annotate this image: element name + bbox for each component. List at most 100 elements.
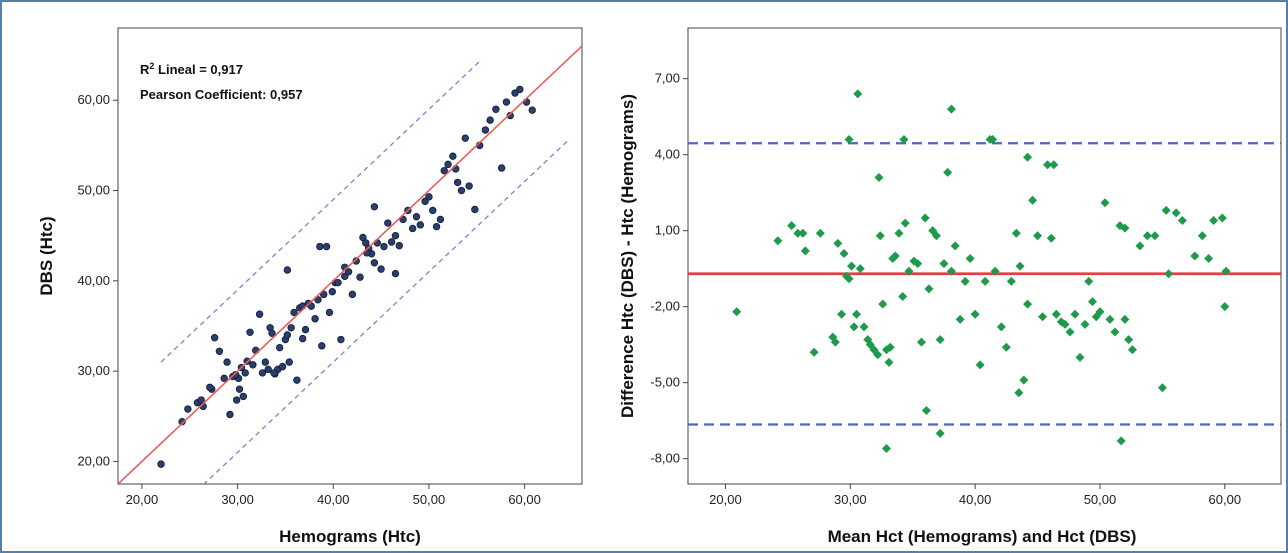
bland-altman-data-point — [1015, 261, 1025, 271]
bland-altman-data-point — [1033, 231, 1043, 241]
bland-altman-data-point — [1038, 312, 1048, 322]
bland-altman-data-point — [830, 337, 840, 347]
regression-data-point — [471, 205, 479, 214]
bland-altman-data-point — [939, 259, 949, 269]
regression-data-point — [395, 241, 403, 250]
regression-y-axis-title: DBS (Htc) — [37, 216, 56, 295]
bland-altman-data-point — [1100, 198, 1110, 208]
regression-data-point — [157, 460, 165, 468]
bland-altman-data-point — [950, 241, 960, 251]
bland-altman-y-tick-label: 1,00 — [655, 223, 680, 238]
regression-data-point — [178, 417, 186, 426]
bland-altman-x-tick-label: 60,00 — [1209, 492, 1242, 507]
regression-points — [157, 85, 536, 468]
regression-data-point — [334, 278, 342, 287]
regression-data-point — [255, 310, 264, 318]
bland-altman-data-point — [1209, 216, 1219, 226]
bland-altman-data-point — [878, 299, 888, 309]
bland-altman-data-point — [837, 309, 847, 319]
bland-altman-data-point — [815, 228, 825, 238]
regression-data-point — [184, 405, 192, 413]
bland-altman-data-point — [946, 266, 956, 276]
regression-data-point — [444, 160, 452, 169]
regression-x-tick-label: 60,00 — [508, 492, 541, 507]
bland-altman-data-point — [960, 276, 970, 286]
bland-altman-data-point — [1217, 213, 1227, 223]
bland-altman-x-tick-label: 20,00 — [709, 492, 742, 507]
r2-annotation: R2 Lineal = 0,917 — [140, 61, 243, 77]
regression-data-point — [322, 242, 331, 251]
bland-altman-data-point — [943, 167, 953, 177]
regression-data-point — [528, 106, 536, 114]
bland-altman-data-point — [946, 104, 956, 114]
bland-altman-data-point — [898, 292, 908, 302]
bland-altman-x-tick-label: 50,00 — [1084, 492, 1117, 507]
regression-data-point — [356, 273, 364, 281]
bland-altman-data-point — [1161, 205, 1171, 215]
regression-data-point — [220, 374, 228, 383]
bland-altman-data-point — [900, 218, 910, 228]
bland-altman-data-point — [1105, 314, 1115, 324]
bland-altman-data-point — [904, 266, 914, 276]
regression-data-point — [298, 334, 307, 343]
bland-altman-data-point — [1023, 299, 1033, 309]
bland-altman-data-point — [1028, 195, 1038, 205]
bland-altman-data-point — [913, 259, 923, 269]
bland-altman-data-point — [1124, 335, 1134, 345]
bland-altman-data-point — [1127, 345, 1137, 355]
bland-altman-data-point — [839, 248, 849, 258]
regression-data-point — [270, 369, 278, 377]
bland-altman-data-point — [849, 322, 859, 332]
regression-lines — [118, 45, 582, 484]
regression-data-point — [416, 221, 425, 229]
regression-data-point — [436, 215, 445, 224]
regression-data-point — [449, 152, 457, 160]
bland-altman-data-point — [853, 89, 863, 99]
bland-altman-data-point — [1157, 383, 1167, 393]
bland-altman-data-point — [1120, 314, 1130, 324]
regression-data-point — [314, 296, 322, 304]
regression-data-point — [461, 134, 469, 142]
bland-altman-y-axis-title: Difference Htc (DBS) - Htc (Hemograms) — [618, 94, 637, 418]
regression-data-point — [440, 166, 448, 175]
regression-data-point — [239, 392, 248, 401]
regression-data-point — [226, 410, 234, 419]
regression-data-point — [206, 383, 214, 392]
regression-data-point — [337, 335, 345, 344]
regression-data-point — [457, 186, 466, 195]
regression-data-point — [325, 308, 334, 317]
regression-data-point — [249, 361, 257, 369]
bland-altman-data-point — [1204, 254, 1214, 264]
bland-altman-data-point — [793, 228, 803, 238]
bland-altman-axes: 20,00 30,00 40,00 50,00 60,00 7,00 4,00 1,00 -2,… — [650, 71, 1241, 507]
regression-data-point — [387, 238, 396, 246]
regression-data-point — [399, 215, 407, 224]
regression-data-point — [425, 193, 433, 201]
bland-altman-data-point — [890, 251, 900, 261]
regression-data-point — [377, 265, 385, 273]
regression-data-point — [481, 126, 490, 134]
bland-altman-data-point — [899, 134, 909, 144]
regression-data-point — [241, 369, 249, 377]
bland-altman-lines — [688, 142, 1281, 426]
bland-altman-data-point — [921, 406, 931, 416]
bland-altman-data-point — [931, 231, 941, 241]
bland-altman-data-point — [1080, 319, 1090, 329]
bland-altman-data-point — [888, 254, 898, 264]
bland-altman-data-point — [1197, 231, 1207, 241]
regression-data-point — [278, 362, 287, 371]
bland-altman-data-point — [1051, 309, 1061, 319]
regression-data-point — [380, 242, 388, 251]
regression-x-tick-label: 50,00 — [413, 492, 446, 507]
regression-data-point — [465, 182, 473, 190]
bland-altman-data-point — [1116, 436, 1126, 446]
regression-data-point — [275, 343, 284, 352]
bland-altman-data-point — [990, 266, 1000, 276]
regression-data-point — [497, 164, 506, 172]
regression-axes: 20,00 30,00 40,00 50,00 60,00 20,00 30,00 40,00… — [77, 92, 540, 507]
bland-altman-data-point — [988, 134, 998, 144]
regression-data-point — [232, 396, 241, 404]
regression-chart: 20,00 30,00 40,00 50,00 60,00 20,00 30,00 40,00… — [37, 27, 583, 546]
bland-altman-data-point — [1049, 160, 1059, 170]
